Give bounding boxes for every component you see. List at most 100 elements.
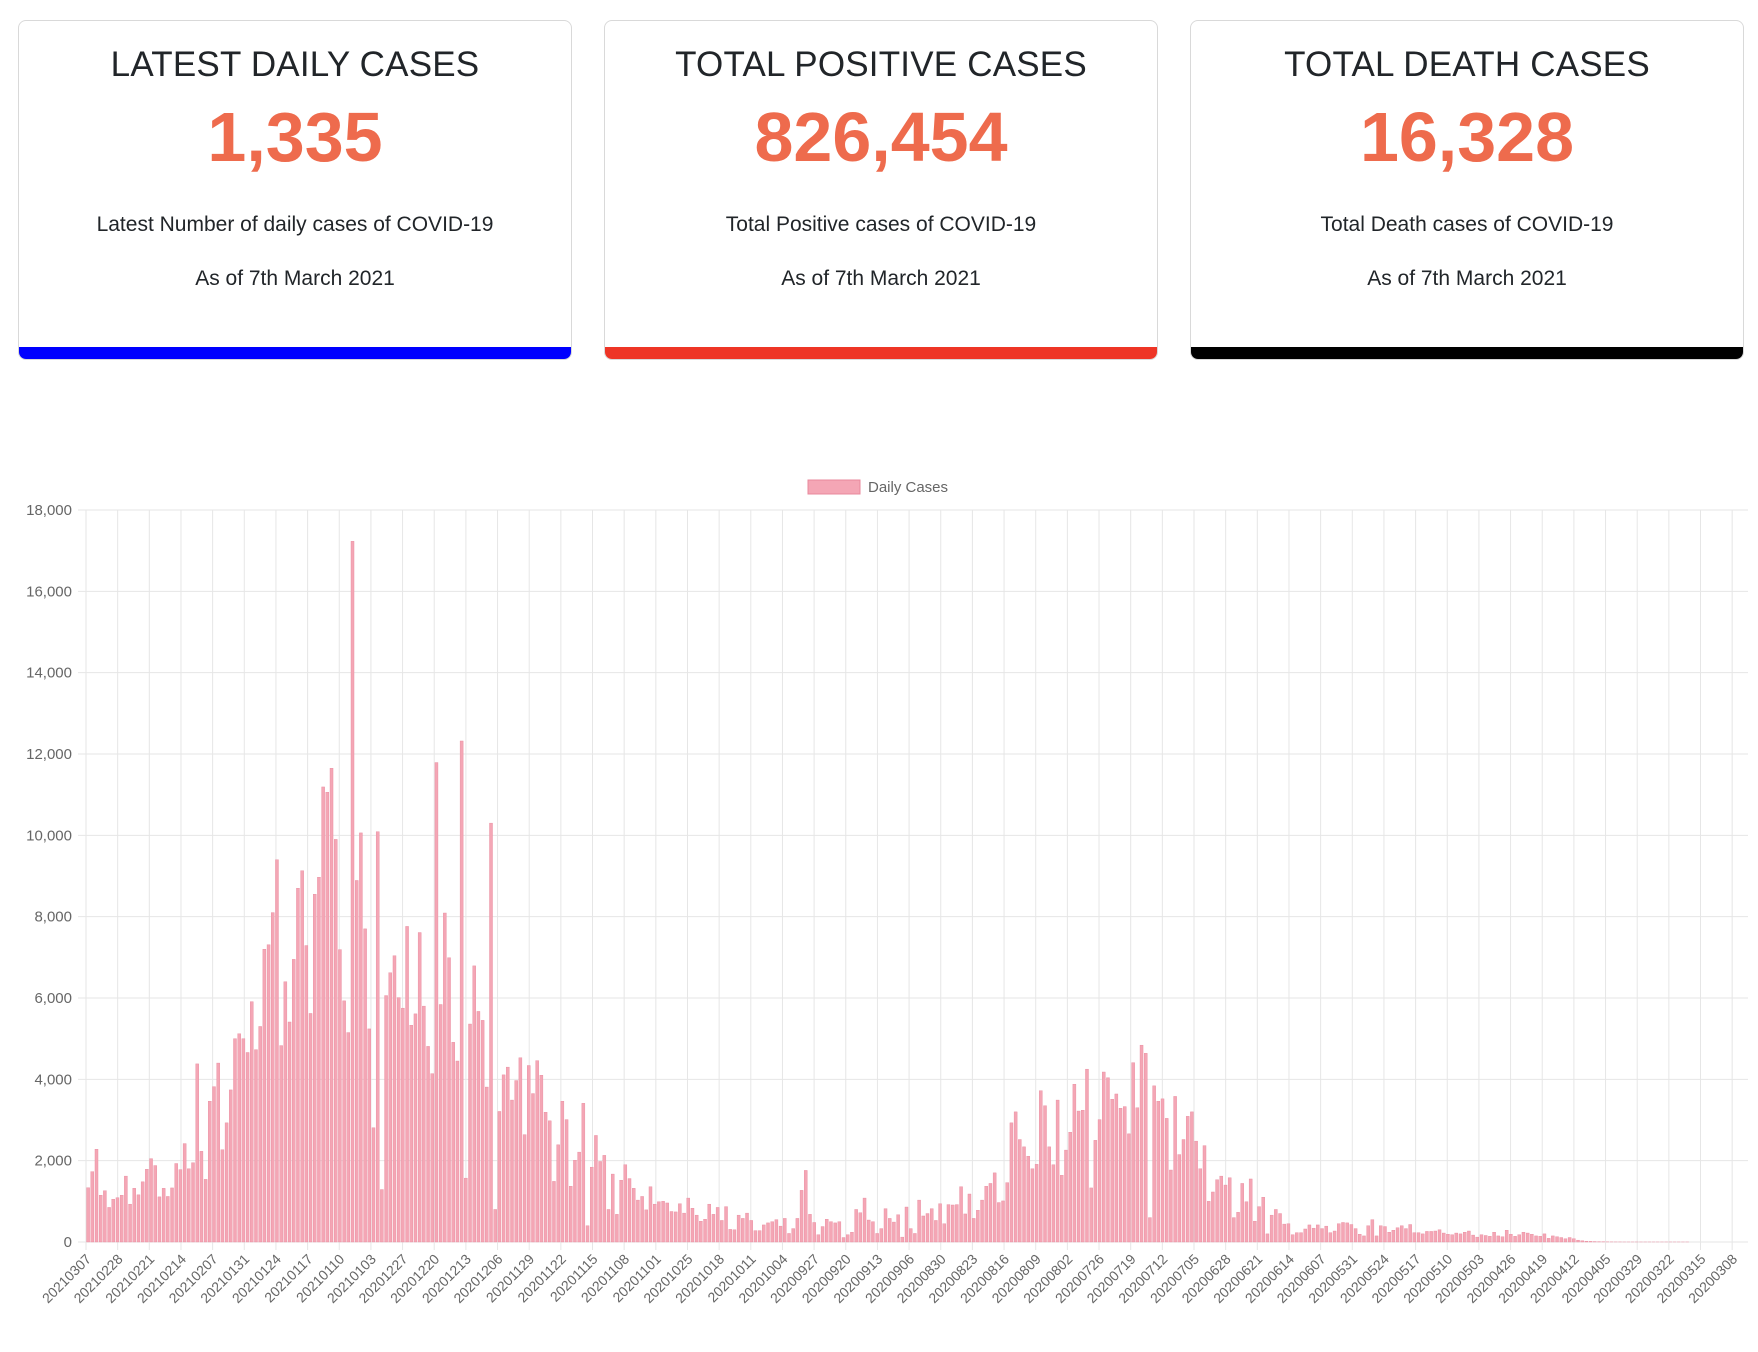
bar[interactable] [573,1160,577,1243]
bar[interactable] [556,1144,560,1243]
chart-legend[interactable]: Daily Cases [807,479,948,496]
bar[interactable] [1400,1225,1404,1243]
bar[interactable] [871,1221,875,1243]
bar[interactable] [1123,1106,1127,1243]
bar[interactable] [984,1186,988,1243]
bar[interactable] [229,1089,233,1243]
bar[interactable] [539,1075,544,1243]
bar[interactable] [396,997,401,1243]
bar[interactable] [1135,1107,1140,1243]
bar[interactable] [191,1162,195,1243]
bar[interactable] [1546,1238,1551,1243]
bar[interactable] [938,1203,942,1243]
bar[interactable] [606,1209,611,1243]
bar[interactable] [119,1195,124,1243]
bar[interactable] [950,1204,955,1243]
bar[interactable] [233,1038,237,1243]
bar[interactable] [825,1219,829,1243]
bar[interactable] [1001,1200,1005,1243]
bar[interactable] [1198,1168,1203,1243]
bar[interactable] [241,1038,246,1243]
bar[interactable] [946,1204,951,1243]
bar[interactable] [1236,1212,1240,1243]
bar[interactable] [1085,1068,1089,1243]
bar[interactable] [489,822,493,1243]
bar[interactable] [237,1033,241,1243]
bar[interactable] [1467,1230,1471,1243]
bar[interactable] [1387,1232,1391,1243]
bar[interactable] [506,1066,510,1243]
bar[interactable] [715,1207,720,1243]
bar[interactable] [170,1187,174,1243]
bar[interactable] [501,1074,506,1243]
bar[interactable] [585,1225,590,1243]
bar[interactable] [363,928,367,1243]
bar[interactable] [543,1112,548,1243]
bar[interactable] [464,1177,468,1243]
bar[interactable] [564,1119,569,1243]
bar[interactable] [1290,1234,1295,1243]
bar[interactable] [896,1214,900,1243]
bar[interactable] [774,1219,779,1243]
bar[interactable] [816,1234,821,1243]
bar[interactable] [430,1073,434,1243]
bar[interactable] [485,1086,489,1243]
bar[interactable] [1282,1223,1286,1243]
bar[interactable] [1307,1224,1312,1243]
bar[interactable] [988,1183,993,1243]
bar[interactable] [1332,1230,1337,1243]
bar[interactable] [1572,1238,1576,1243]
bar[interactable] [1462,1232,1467,1243]
bar[interactable] [1442,1232,1446,1243]
bar[interactable] [1009,1122,1014,1243]
bar[interactable] [623,1164,628,1243]
bar[interactable] [296,888,300,1243]
bar[interactable] [245,1052,250,1243]
bar[interactable] [724,1206,728,1243]
bar[interactable] [1379,1225,1383,1243]
bar[interactable] [829,1221,833,1243]
bar[interactable] [913,1233,917,1243]
bar[interactable] [766,1222,770,1243]
bar[interactable] [1429,1231,1433,1243]
bar[interactable] [1404,1228,1408,1243]
bar[interactable] [371,1127,376,1243]
bar[interactable] [841,1237,846,1243]
bar[interactable] [728,1229,732,1243]
bar[interactable] [745,1212,749,1243]
bar[interactable] [329,768,334,1243]
bar[interactable] [287,1021,292,1243]
bar[interactable] [652,1203,657,1243]
bar[interactable] [459,740,464,1243]
bar[interactable] [98,1195,103,1243]
bar[interactable] [778,1225,783,1243]
bar[interactable] [531,1093,535,1243]
bar[interactable] [157,1196,162,1243]
bar[interactable] [1215,1179,1219,1243]
bar[interactable] [1542,1233,1547,1243]
bar[interactable] [1076,1110,1081,1243]
bar[interactable] [976,1210,980,1243]
bar[interactable] [1483,1235,1488,1243]
bar[interactable] [908,1228,913,1243]
bar[interactable] [187,1168,191,1243]
bar[interactable] [480,1020,485,1243]
bar[interactable] [736,1214,741,1243]
bar[interactable] [1118,1108,1123,1243]
bar[interactable] [1240,1183,1244,1243]
bar[interactable] [1211,1191,1215,1243]
bar[interactable] [636,1199,640,1243]
bar[interactable] [808,1214,812,1243]
bar[interactable] [892,1221,896,1243]
bar[interactable] [1148,1217,1152,1243]
bar[interactable] [1055,1099,1060,1243]
bar[interactable] [1274,1209,1278,1243]
bar[interactable] [1374,1235,1379,1243]
bar[interactable] [1106,1077,1110,1243]
bar[interactable] [1530,1234,1534,1243]
bar[interactable] [1551,1235,1555,1243]
bar[interactable] [388,972,392,1243]
bar[interactable] [1013,1111,1018,1243]
bar[interactable] [1454,1232,1459,1243]
bar[interactable] [1588,1241,1593,1243]
